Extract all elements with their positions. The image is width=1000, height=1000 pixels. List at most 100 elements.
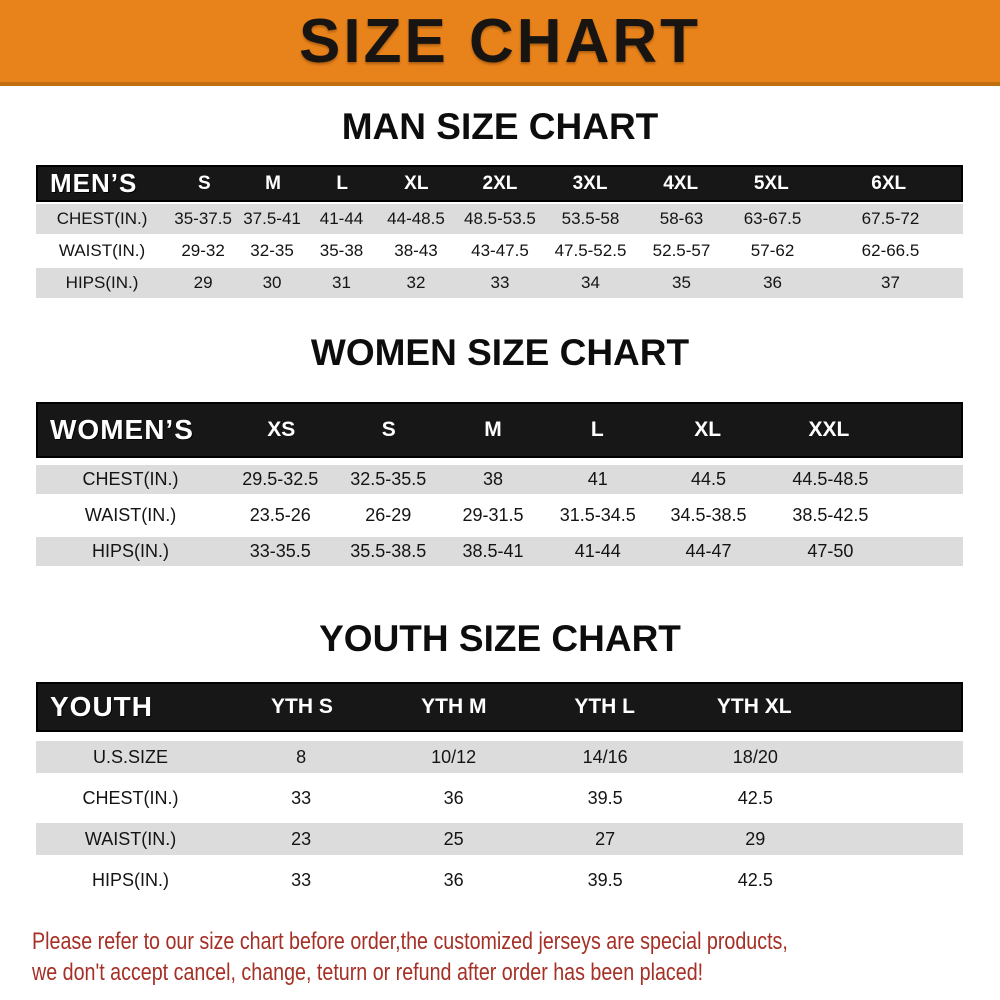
- size-value: 48.5-53.5: [464, 209, 536, 228]
- size-value: 42.5: [737, 869, 773, 890]
- table-row: CHEST(IN.) 35-37.5 37.5-41 41-44 44-48.5…: [36, 204, 963, 234]
- size-value: 38-43: [394, 241, 438, 260]
- size-value: 42.5: [737, 787, 773, 808]
- column-header: 2XL: [482, 172, 518, 194]
- size-value: 29-32: [181, 241, 225, 260]
- women-size-table: WOMEN’S XS S M L XL XXL CHEST(IN.) 29.5-…: [36, 402, 963, 566]
- column-header: YTH L: [574, 695, 636, 718]
- size-value: 29-31.5: [462, 505, 524, 525]
- size-value: 34.5-38.5: [670, 505, 747, 525]
- size-value: 31: [332, 273, 351, 292]
- size-value: 57-62: [750, 241, 795, 260]
- size-value: 35.5-38.5: [350, 541, 427, 561]
- man-size-chart-heading: MAN SIZE CHART: [341, 106, 659, 147]
- size-value: 41: [587, 469, 608, 489]
- size-value: 31.5-34.5: [559, 505, 636, 525]
- column-header: 4XL: [663, 172, 699, 194]
- women-header-label: WOMEN’S: [50, 414, 194, 445]
- column-header: YTH XL: [716, 695, 792, 718]
- column-header: XL: [404, 172, 429, 194]
- size-value: 44-48.5: [387, 209, 445, 228]
- size-value: 33: [291, 787, 312, 808]
- column-header: 3XL: [572, 172, 608, 194]
- size-value: 29.5-32.5: [242, 469, 319, 489]
- size-value: 38.5-42.5: [792, 505, 869, 525]
- size-value: 67.5-72: [861, 209, 920, 228]
- size-value: 41-44: [574, 541, 621, 561]
- table-row: HIPS(IN.) 33 36 39.5 42.5: [36, 864, 963, 896]
- youth-size-chart-heading: YOUTH SIZE CHART: [319, 618, 681, 659]
- size-value: 35-38: [319, 241, 364, 260]
- row-label: HIPS(IN.): [92, 541, 170, 561]
- table-row: CHEST(IN.) 29.5-32.5 32.5-35.5 38 41 44.…: [36, 465, 963, 494]
- table-row: HIPS(IN.) 33-35.5 35.5-38.5 38.5-41 41-4…: [36, 537, 963, 566]
- size-value: 33: [490, 273, 510, 292]
- column-header: M: [484, 418, 502, 441]
- footer-note: Please refer to our size chart before or…: [0, 926, 1000, 988]
- table-row: WAIST(IN.) 23 25 27 29: [36, 823, 963, 855]
- row-label: HIPS(IN.): [92, 869, 170, 890]
- size-value: 35-37.5: [174, 209, 232, 228]
- size-value: 35: [672, 273, 691, 292]
- size-value: 27: [595, 828, 616, 849]
- size-value: 37.5-41: [243, 209, 301, 228]
- row-label: WAIST(IN.): [84, 505, 177, 525]
- size-value: 26-29: [365, 505, 412, 525]
- size-value: 10/12: [431, 746, 477, 767]
- women-size-chart-heading: WOMEN SIZE CHART: [310, 332, 690, 373]
- size-value: 39.5: [587, 787, 623, 808]
- size-value: 32.5-35.5: [350, 469, 427, 489]
- size-value: 47-50: [807, 541, 854, 561]
- size-value: 29: [745, 828, 766, 849]
- table-row: WAIST(IN.) 23.5-26 26-29 29-31.5 31.5-34…: [36, 501, 963, 530]
- size-value: 34: [581, 273, 600, 292]
- row-label: HIPS(IN.): [65, 273, 139, 292]
- size-value: 25: [443, 828, 464, 849]
- column-header: YTH M: [421, 695, 487, 718]
- youth-header-label: YOUTH: [50, 691, 153, 722]
- size-chart-banner: SIZE CHART: [0, 0, 1000, 86]
- size-value: 39.5: [587, 869, 623, 890]
- column-header: S: [381, 418, 396, 441]
- row-label: U.S.SIZE: [93, 746, 169, 767]
- size-value: 38: [482, 469, 503, 489]
- size-value: 53.5-58: [561, 209, 620, 228]
- size-value: 29: [193, 273, 213, 292]
- table-row: U.S.SIZE 8 10/12 14/16 18/20: [36, 741, 963, 773]
- size-value: 63-67.5: [743, 209, 802, 228]
- column-header: S: [198, 172, 211, 194]
- column-header: YTH S: [271, 695, 333, 718]
- size-value: 36: [443, 787, 464, 808]
- column-header: 5XL: [753, 172, 789, 194]
- row-label: CHEST(IN.): [82, 469, 179, 489]
- men-header-label: MEN’S: [50, 168, 138, 198]
- size-value: 32-35: [250, 241, 294, 260]
- size-value: 30: [262, 273, 282, 292]
- column-header: XS: [267, 418, 296, 441]
- men-size-table: MEN’S S M L XL 2XL 3XL 4XL 5XL 6XL CHEST…: [36, 165, 963, 298]
- size-value: 36: [443, 869, 464, 890]
- size-value: 14/16: [582, 746, 628, 767]
- women-table-header: WOMEN’S XS S M L XL XXL: [36, 402, 963, 458]
- size-value: 44.5: [690, 469, 727, 489]
- column-header: XL: [694, 418, 722, 441]
- size-value: 23.5-26: [249, 505, 311, 525]
- table-row: WAIST(IN.) 29-32 32-35 35-38 38-43 43-47…: [36, 236, 963, 266]
- column-header: L: [336, 172, 348, 194]
- size-value: 58-63: [659, 209, 704, 228]
- footer-line-1: Please refer to our size chart before or…: [32, 928, 788, 955]
- men-table-header: MEN’S S M L XL 2XL 3XL 4XL 5XL 6XL: [36, 165, 963, 202]
- column-header: L: [590, 418, 604, 441]
- table-row: CHEST(IN.) 33 36 39.5 42.5: [36, 782, 963, 814]
- size-value: 44-47: [685, 541, 732, 561]
- size-value: 43-47.5: [471, 241, 529, 260]
- size-value: 33-35.5: [249, 541, 311, 561]
- column-header: XXL: [808, 418, 850, 441]
- row-label: WAIST(IN.): [84, 828, 177, 849]
- size-value: 8: [296, 746, 307, 767]
- youth-table-header: YOUTH YTH S YTH M YTH L YTH XL: [36, 682, 963, 732]
- size-value: 44.5-48.5: [792, 469, 869, 489]
- row-label: CHEST(IN.): [56, 209, 148, 228]
- banner-title: SIZE CHART: [299, 6, 701, 76]
- footer-line-2: we don't accept cancel, change, teturn o…: [32, 959, 704, 986]
